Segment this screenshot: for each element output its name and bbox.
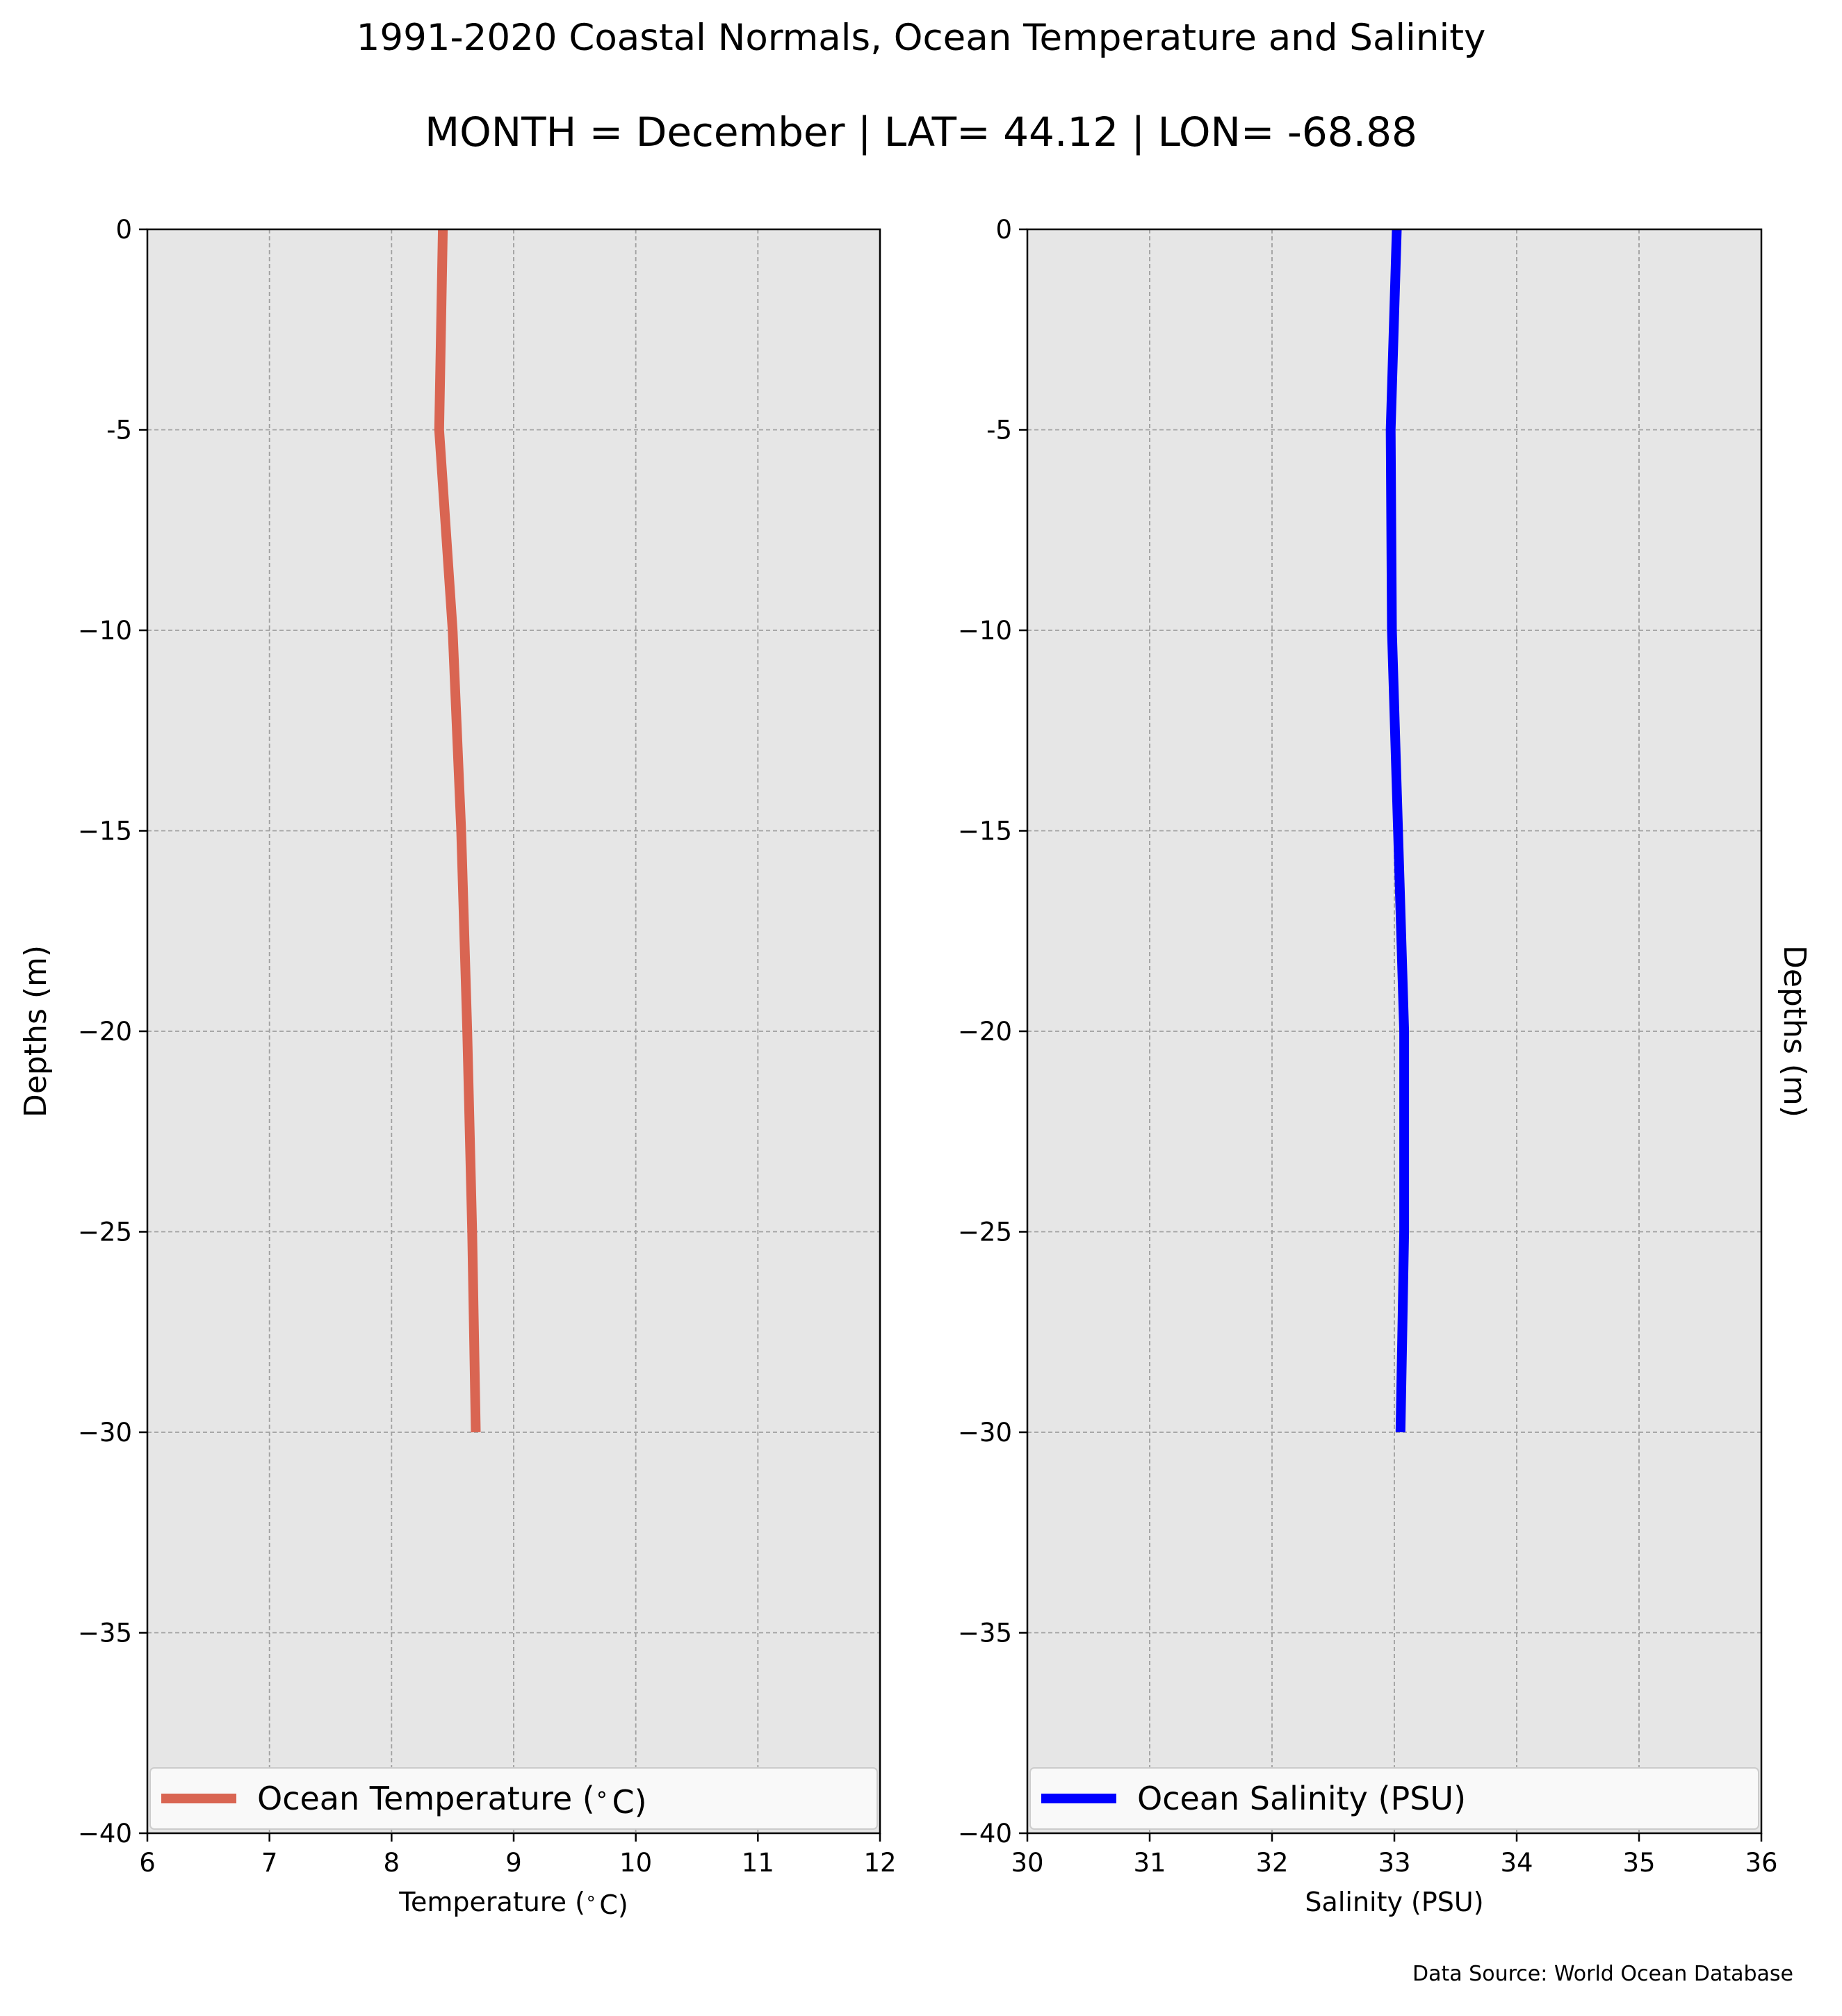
y-tick-label: −40 <box>958 1819 1012 1849</box>
y-axis-label: Depths (m) <box>1777 945 1812 1117</box>
chart-subtitle: MONTH = December | LAT= 44.12 | LON= -68… <box>425 108 1417 156</box>
x-tick-label: 31 <box>1133 1848 1166 1878</box>
x-tick-label: 32 <box>1255 1848 1288 1878</box>
x-tick-label: 9 <box>505 1848 522 1878</box>
legend: Ocean Temperature (∘ C) <box>149 1767 878 1830</box>
y-axis-label: Depths (m) <box>18 945 54 1117</box>
y-tick-label: −15 <box>958 817 1012 846</box>
y-tick-label: −30 <box>958 1418 1012 1448</box>
x-tick-label: 7 <box>261 1848 278 1878</box>
x-tick-label: 30 <box>1011 1848 1043 1878</box>
x-tick-label: 12 <box>863 1848 896 1878</box>
y-tick-label: −40 <box>78 1819 132 1849</box>
x-tick-label: 10 <box>619 1848 652 1878</box>
y-tick-label: −35 <box>958 1618 1012 1648</box>
y-tick-label: −25 <box>958 1218 1012 1247</box>
y-tick-label: −30 <box>78 1418 132 1448</box>
series-line <box>434 229 481 1433</box>
legend: Ocean Salinity (PSU) <box>1029 1767 1759 1830</box>
y-tick-label: −25 <box>78 1218 132 1247</box>
x-axis-label: Salinity (PSU) <box>1305 1887 1483 1917</box>
x-tick-label: 33 <box>1378 1848 1410 1878</box>
chart-title: 1991-2020 Coastal Normals, Ocean Tempera… <box>357 17 1486 59</box>
y-tick-label: -5 <box>106 416 132 445</box>
x-tick-label: 34 <box>1500 1848 1533 1878</box>
legend-label: Ocean Temperature (∘ C) <box>257 1780 647 1821</box>
y-tick-label: −10 <box>958 616 1012 646</box>
legend-box <box>149 1767 878 1830</box>
panel-2: Ocean Salinity (PSU) 30 31 32 33 34 35 36 0 -5 −10… <box>958 215 1812 1917</box>
y-tick-label: −20 <box>78 1017 132 1047</box>
chart-panels: Ocean Temperature (∘ C) 6 7 8 9 10 11 12 0 -5 −10 −… <box>18 215 1812 1920</box>
x-tick-label: 8 <box>384 1848 400 1878</box>
y-tick-label: −35 <box>78 1618 132 1648</box>
x-tick-label: 11 <box>742 1848 774 1878</box>
x-tick-label: 6 <box>139 1848 156 1878</box>
y-tick-label: 0 <box>995 215 1012 245</box>
y-tick-label: -5 <box>986 416 1012 445</box>
legend-label: Ocean Salinity (PSU) <box>1137 1780 1466 1817</box>
x-tick-label: 36 <box>1745 1848 1777 1878</box>
y-tick-label: −20 <box>958 1017 1012 1047</box>
data-source-note: Data Source: World Ocean Database <box>1412 1962 1793 1986</box>
y-tick-label: −10 <box>78 616 132 646</box>
y-tick-label: −15 <box>78 817 132 846</box>
panel-1: Ocean Temperature (∘ C) 6 7 8 9 10 11 12 0 -5 −10 −… <box>18 215 897 1920</box>
legend-box <box>1029 1767 1759 1830</box>
x-tick-label: 35 <box>1622 1848 1655 1878</box>
series-line <box>1385 229 1410 1433</box>
y-tick-label: 0 <box>115 215 132 245</box>
